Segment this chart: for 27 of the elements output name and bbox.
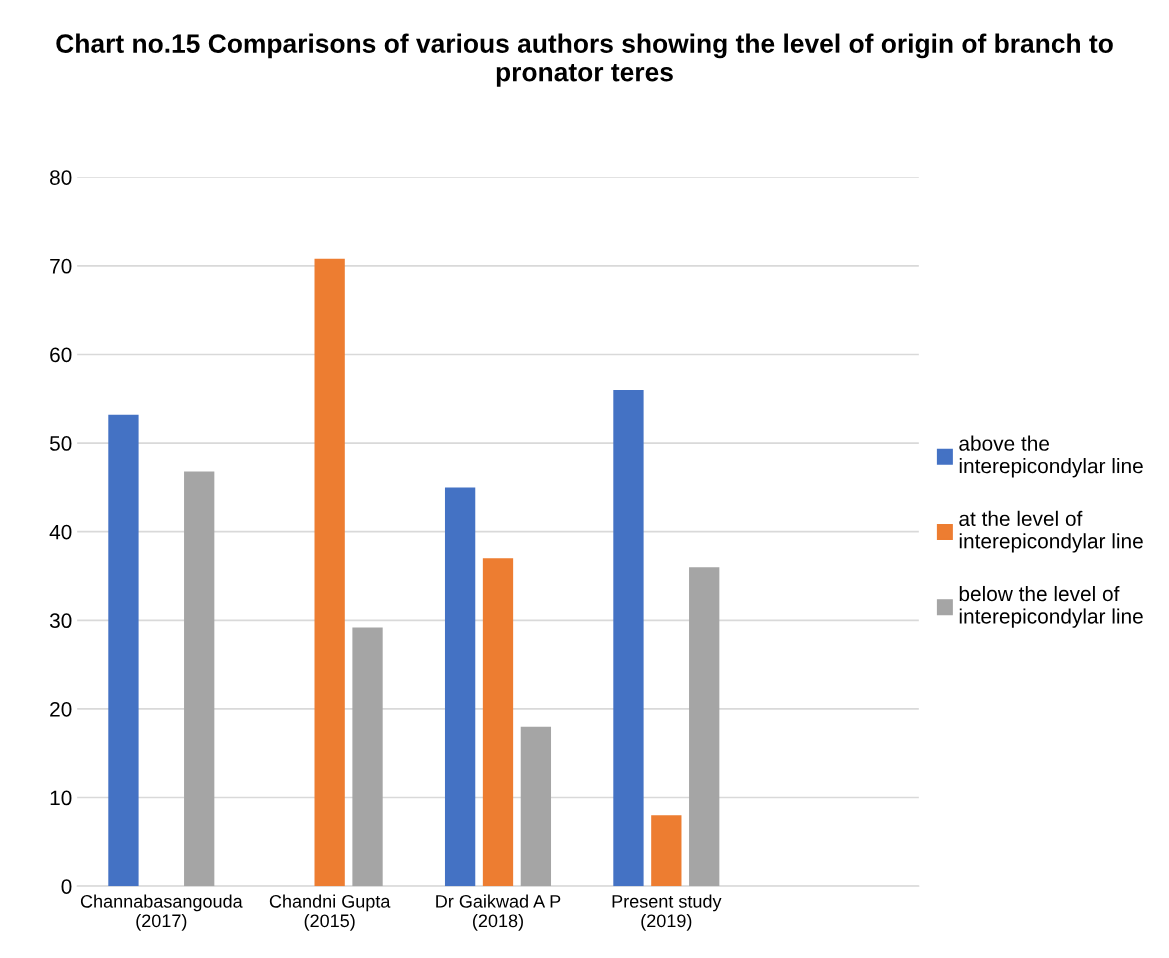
x-tick-label: Present study (2019) — [612, 894, 722, 931]
y-tick-label: 30 — [49, 613, 72, 629]
y-tick-label: 60 — [50, 347, 72, 363]
y-tick-label: 70 — [50, 258, 72, 274]
bar — [651, 815, 682, 887]
x-tick-label: Channabasangouda (2017) — [80, 894, 243, 931]
bar — [444, 487, 476, 887]
x-tick-label: Dr Gaikwad A P (2018) — [436, 894, 561, 931]
bar — [482, 558, 514, 887]
y-tick-label: 10 — [50, 790, 72, 806]
legend-label: below the level of interepicondylar line — [959, 585, 1143, 628]
legend-label: above the interepicondylar line — [959, 435, 1143, 478]
bar — [689, 567, 720, 887]
bar — [314, 258, 345, 887]
legend-label: at the level of interepicondylar line — [959, 510, 1143, 553]
y-tick-label: 80 — [50, 170, 72, 185]
y-tick-label: 50 — [49, 436, 72, 451]
bar — [184, 471, 215, 887]
bar — [520, 726, 552, 887]
bar — [108, 414, 139, 887]
bar — [613, 389, 644, 887]
x-tick-label: Chandni Gupta (2015) — [269, 894, 391, 931]
chart-title: Chart no.15 Comparisons of various authors showing the level of origin of branch to pronator teres — [56, 33, 1113, 87]
y-tick-label: 40 — [49, 524, 72, 540]
y-tick-label: 0 — [61, 879, 72, 894]
bar — [352, 627, 383, 887]
y-tick-label: 20 — [50, 701, 72, 717]
